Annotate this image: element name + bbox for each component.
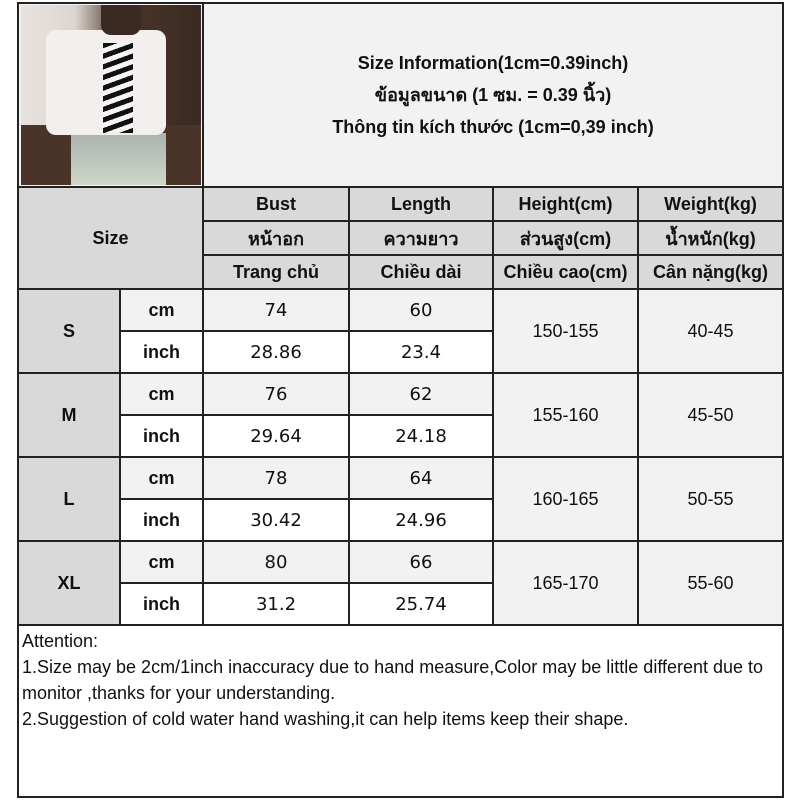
length-cm: 64 — [348, 456, 494, 500]
attention-note-1: 1.Size may be 2cm/1inch inaccuracy due t… — [22, 657, 764, 703]
bust-inch: 30.42 — [202, 498, 350, 542]
length-cm: 62 — [348, 372, 494, 416]
header-weight-vi: Cân nặng(kg) — [636, 254, 785, 290]
header-bust-vi: Trang chủ — [202, 254, 350, 290]
length-inch: 24.96 — [348, 498, 494, 542]
height-range: 160-165 — [492, 456, 639, 542]
title-vietnamese: Thông tin kích thước (1cm=0,39 inch) — [332, 117, 654, 137]
header-bust-en: Bust — [202, 186, 350, 222]
size-chart-table: Size Information(1cm=0.39inch) ข้อมูลขนา… — [16, 2, 785, 798]
attention-heading: Attention: — [22, 631, 99, 651]
title-thai: ข้อมูลขนาด (1 ซม. = 0.39 นิ้ว) — [374, 85, 612, 105]
size-label: XL — [17, 540, 121, 626]
bust-cm: 76 — [202, 372, 350, 416]
bust-inch: 29.64 — [202, 414, 350, 458]
title-english: Size Information(1cm=0.39inch) — [357, 53, 629, 73]
bust-cm: 78 — [202, 456, 350, 500]
header-height-th: ส่วนสูง(cm) — [492, 220, 639, 256]
size-label: M — [17, 372, 121, 458]
header-length-vi: Chiều dài — [348, 254, 494, 290]
bust-inch: 28.86 — [202, 330, 350, 374]
height-range: 165-170 — [492, 540, 639, 626]
weight-range: 45-50 — [636, 372, 785, 458]
unit-inch: inch — [119, 414, 204, 458]
height-range: 150-155 — [492, 288, 639, 374]
unit-cm: cm — [119, 288, 204, 332]
length-inch: 25.74 — [348, 582, 494, 626]
product-photo — [20, 5, 201, 185]
header-weight-th: น้ำหนัก(kg) — [636, 220, 785, 256]
title-cell: Size Information(1cm=0.39inch) ข้อมูลขนา… — [201, 2, 785, 188]
attention-note-2: 2.Suggestion of cold water hand washing,… — [22, 709, 629, 729]
length-inch: 24.18 — [348, 414, 494, 458]
bust-cm: 74 — [202, 288, 350, 332]
size-label: L — [17, 456, 121, 542]
attention-notes: Attention: 1.Size may be 2cm/1inch inacc… — [16, 624, 785, 798]
unit-cm: cm — [119, 540, 204, 584]
length-cm: 66 — [348, 540, 494, 584]
unit-inch: inch — [119, 582, 204, 626]
unit-inch: inch — [119, 498, 204, 542]
weight-range: 55-60 — [636, 540, 785, 626]
length-cm: 60 — [348, 288, 494, 332]
bust-cm: 80 — [202, 540, 350, 584]
header-length-en: Length — [348, 186, 494, 222]
height-range: 155-160 — [492, 372, 639, 458]
header-height-en: Height(cm) — [492, 186, 639, 222]
size-header: Size — [17, 186, 204, 290]
weight-range: 50-55 — [636, 456, 785, 542]
bust-inch: 31.2 — [202, 582, 350, 626]
length-inch: 23.4 — [348, 330, 494, 374]
unit-cm: cm — [119, 372, 204, 416]
header-bust-th: หน้าอก — [202, 220, 350, 256]
header-weight-en: Weight(kg) — [636, 186, 785, 222]
size-label: S — [17, 288, 121, 374]
header-height-vi: Chiều cao(cm) — [492, 254, 639, 290]
weight-range: 40-45 — [636, 288, 785, 374]
unit-cm: cm — [119, 456, 204, 500]
header-length-th: ความยาว — [348, 220, 494, 256]
unit-inch: inch — [119, 330, 204, 374]
product-photo-cell — [17, 2, 204, 188]
